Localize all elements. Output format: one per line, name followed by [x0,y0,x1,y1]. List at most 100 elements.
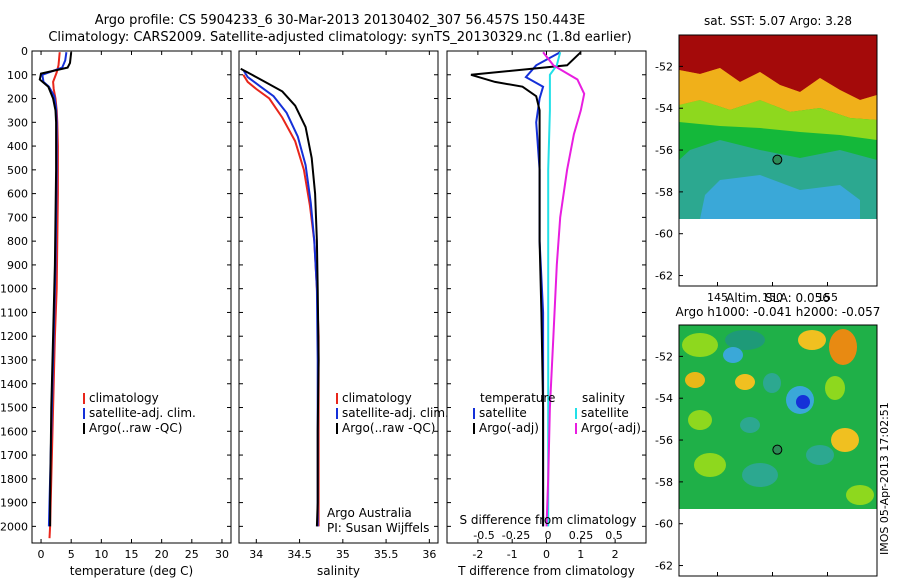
temperature-xlabel: temperature (deg C) [70,564,193,578]
salinity-x-tick-label: 34.5 [287,548,312,561]
sst_map-y-tick-label: -62 [655,270,673,283]
y-tick-label: 1800 [0,473,28,486]
y-tick-label: 1900 [0,497,28,510]
sla_map-y-tick-label: -60 [655,518,673,531]
difference-series-line [542,51,586,527]
legend-entry: Argo(-adj) [479,421,539,435]
y-tick-label: 1700 [0,449,28,462]
sst_map-y-tick-label: -58 [655,186,673,199]
y-tick-label: 200 [7,93,28,106]
sla-heatmap [679,325,877,509]
temperature-series-line [48,52,61,539]
temperature-x-tick-label: 10 [94,548,108,561]
argo-position-marker [772,154,783,165]
difference-xlabel: T difference from climatology [457,564,635,578]
legend-entry: satellite [581,406,629,420]
y-tick-label: 800 [7,235,28,248]
legend-entry: Argo(..raw -QC) [342,421,435,435]
y-tick-label: 1200 [0,330,28,343]
y-tick-label: 700 [7,211,28,224]
sst_map-y-tick-label: -52 [655,60,673,73]
y-tick-label: 1600 [0,425,28,438]
y-tick-label: 300 [7,116,28,129]
y-tick-label: 600 [7,188,28,201]
temperature-axes-frame [31,50,232,544]
temperature-x-tick-label: 5 [68,548,75,561]
salinity-annotation: Argo Australia [327,506,412,520]
temperature-x-tick-label: 15 [125,548,139,561]
y-tick-label: 500 [7,164,28,177]
difference-series-line [470,51,582,527]
y-tick-label: 900 [7,259,28,272]
y-tick-label: 400 [7,140,28,153]
sla_map-y-tick-label: -54 [655,392,673,405]
difference-top-xlabel: S difference from climatology [460,513,637,527]
salinity-series-line [242,69,319,527]
sla_map-y-tick-label: -56 [655,434,673,447]
salinity-series-line [240,67,320,527]
sla_map-y-tick-label: -62 [655,560,673,573]
sla_map-frame [678,324,878,577]
salinity-axes-frame [238,50,439,544]
sst-map-title: sat. SST: 5.07 Argo: 3.28 [704,14,852,28]
argo-position-marker [772,444,783,455]
sla-map-subtitle: Argo h1000: -0.041 h2000: -0.057 [676,305,881,319]
salinity-x-tick-label: 35.5 [374,548,399,561]
salinity-x-tick-label: 34 [249,548,263,561]
difference-top-tick-label: 0.25 [569,529,594,542]
difference-top-tick-label: 0.5 [605,529,623,542]
salinity-x-tick-label: 35 [336,548,350,561]
difference-x-tick-label: 0 [543,548,550,561]
temperature-series-line [38,52,73,527]
legend-entry: Argo(..raw -QC) [89,421,182,435]
timestamp-stamp: IMOS 05-Apr-2013 17:02:51 [878,402,891,555]
temperature-x-tick-label: 20 [155,548,169,561]
legend-entry: satellite-adj. clim. [342,406,449,420]
y-tick-label: 1000 [0,283,28,296]
sst-heatmap [679,35,877,219]
legend-entry: Argo(-adj) [581,421,641,435]
difference-x-tick-label: -2 [472,548,483,561]
difference-x-tick-label: 1 [577,548,584,561]
y-tick-label: 100 [7,69,28,82]
sla_map-y-tick-label: -52 [655,350,673,363]
sst_map-x-tick-label: 145 [707,291,728,304]
temperature-x-tick-label: 0 [38,548,45,561]
difference-top-tick-label: 0 [545,529,552,542]
difference-axes-frame [446,50,647,544]
sst_map-y-tick-label: -60 [655,228,673,241]
sst_map-x-tick-label: 150 [762,291,783,304]
sla_map-y-tick-label: -58 [655,476,673,489]
salinity-x-tick-label: 36 [422,548,436,561]
difference-legend-header: salinity [582,391,625,405]
difference-x-tick-label: 2 [612,548,619,561]
salinity-series-line [242,74,320,527]
sla-map-title: Altim. SLA: 0.056 [726,291,830,305]
salinity-xlabel: salinity [317,564,360,578]
legend-entry: climatology [342,391,412,405]
figure-title-line-1: Argo profile: CS 5904233_6 30-Mar-2013 2… [94,13,586,28]
y-tick-label: 1400 [0,378,28,391]
difference-top-tick-label: -0.25 [502,529,530,542]
sst_map-x-tick-label: 155 [817,291,838,304]
legend-entry: satellite [479,406,527,420]
difference-series-line [547,51,562,527]
temperature-x-tick-label: 30 [215,548,229,561]
legend-entry: climatology [89,391,159,405]
legend-entry: satellite-adj. clim. [89,406,196,420]
salinity-annotation: PI: Susan Wijffels [327,521,429,535]
y-tick-label: 2000 [0,520,28,533]
temperature-x-tick-label: 25 [185,548,199,561]
sst_map-y-tick-label: -54 [655,102,673,115]
y-tick-label: 1500 [0,402,28,415]
difference-x-tick-label: -1 [507,548,518,561]
sst_map-frame [678,34,878,287]
difference-top-tick-label: -0.5 [473,529,494,542]
difference-legend-header: temperature [480,391,555,405]
y-tick-label: 1300 [0,354,28,367]
y-tick-label: 1100 [0,306,28,319]
sst_map-y-tick-label: -56 [655,144,673,157]
y-tick-label: 0 [21,45,28,58]
figure-title-line-2: Climatology: CARS2009. Satellite-adjuste… [48,30,632,45]
